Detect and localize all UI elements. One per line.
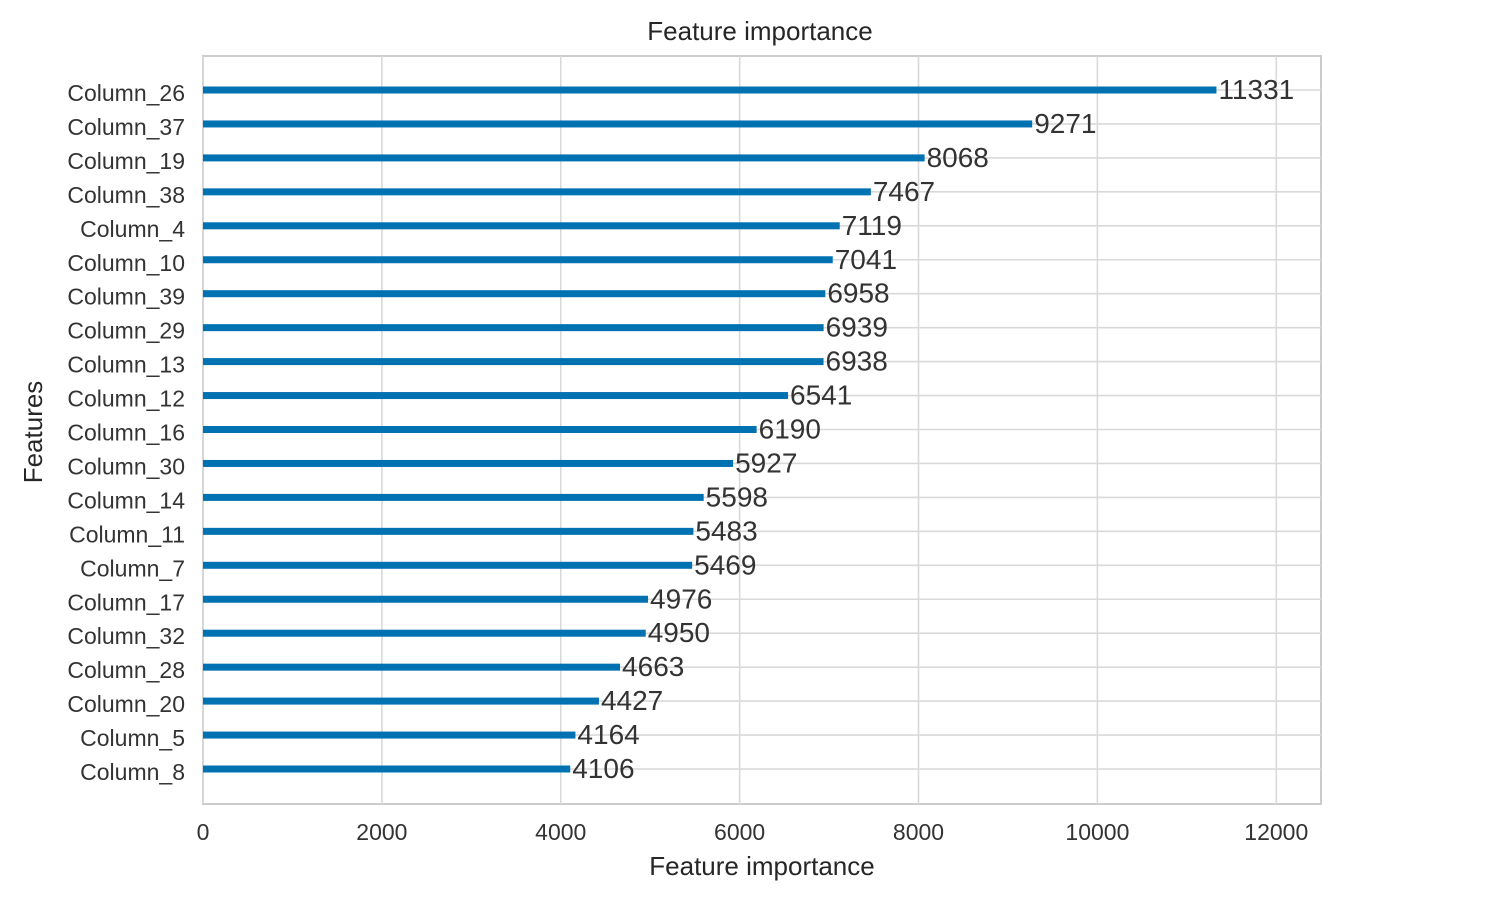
bar — [203, 697, 599, 705]
value-label: 4427 — [601, 685, 663, 716]
value-label: 6938 — [826, 346, 888, 377]
y-axis-label: Features — [18, 381, 48, 484]
value-label: 4164 — [577, 719, 639, 750]
bar — [203, 256, 833, 264]
bar — [203, 154, 925, 162]
bar — [203, 222, 840, 230]
bar — [203, 324, 824, 332]
value-label: 6541 — [790, 380, 852, 411]
value-labels: 11331 9271 8068746771197041695869396938654… — [572, 74, 1294, 784]
y-tick-label: Column_19 — [67, 148, 185, 174]
y-tick-labels: Column_26 Column_37 Column_19 Column_38 Colu… — [67, 80, 185, 785]
bar — [203, 629, 646, 637]
value-label: 7119 — [842, 210, 902, 241]
x-tick-label: 6000 — [714, 819, 765, 845]
bars — [203, 86, 1217, 773]
value-label: 9271 — [1034, 108, 1096, 139]
y-tick-label: Column_11 — [69, 521, 185, 547]
value-label: 6958 — [827, 278, 889, 309]
value-label: 5927 — [735, 447, 797, 478]
bar — [203, 188, 871, 196]
x-tick-label: 12000 — [1244, 819, 1308, 845]
bar — [203, 561, 693, 569]
y-tick-label: Column_17 — [67, 589, 185, 615]
value-label: 6190 — [759, 414, 821, 445]
y-tick-label: Column_37 — [67, 114, 185, 140]
value-label: 7041 — [835, 244, 897, 275]
value-label: 5483 — [695, 515, 757, 546]
value-label: 7467 — [873, 176, 935, 207]
y-tick-label: Column_14 — [67, 487, 185, 513]
y-tick-label: Column_32 — [67, 623, 185, 649]
value-label: 6939 — [826, 312, 888, 343]
y-tick-label: Column_26 — [67, 80, 185, 106]
chart-title: Feature importance — [647, 16, 872, 46]
bar — [203, 595, 649, 603]
y-tick-label: Column_38 — [67, 182, 185, 208]
x-tick-labels: 0 2000 4000 6000 8000 10000 12000 — [197, 819, 1309, 845]
bar — [203, 765, 571, 773]
bar — [203, 459, 734, 467]
bar — [203, 392, 789, 400]
x-tick-label: 2000 — [356, 819, 407, 845]
value-label: 4950 — [648, 617, 710, 648]
bar — [203, 120, 1033, 128]
value-label: 5469 — [694, 549, 756, 580]
y-tick-label: Column_16 — [67, 420, 185, 446]
value-label: 4663 — [622, 651, 684, 682]
y-tick-label: Column_8 — [80, 759, 185, 785]
x-tick-label: 0 — [197, 819, 210, 845]
y-tick-label: Column_4 — [80, 216, 185, 242]
y-tick-label: Column_28 — [67, 657, 185, 683]
y-tick-label: Column_12 — [67, 386, 185, 412]
bar — [203, 86, 1217, 94]
y-tick-label: Column_39 — [67, 284, 185, 310]
bar — [203, 426, 757, 433]
value-label: 11331 — [1218, 74, 1294, 105]
bar — [203, 290, 826, 298]
x-tick-label: 4000 — [535, 819, 586, 845]
value-label: 8068 — [927, 142, 989, 173]
bar — [203, 358, 824, 366]
y-tick-label: Column_13 — [67, 352, 185, 378]
bar — [203, 527, 694, 535]
y-tick-label: Column_5 — [80, 725, 185, 751]
y-tick-label: Column_20 — [67, 691, 185, 717]
value-label: 4976 — [650, 583, 712, 614]
y-tick-label: Column_29 — [67, 318, 185, 344]
x-tick-label: 10000 — [1065, 819, 1129, 845]
bar — [203, 663, 621, 671]
y-tick-label: Column_30 — [67, 453, 185, 479]
bar — [203, 493, 704, 501]
y-tick-label: Column_10 — [67, 250, 185, 276]
x-tick-label: 8000 — [893, 819, 944, 845]
value-label: 5598 — [706, 481, 768, 512]
bar — [203, 731, 576, 739]
x-axis-label: Feature importance — [649, 851, 874, 881]
value-label: 4106 — [572, 753, 634, 784]
y-tick-label: Column_7 — [80, 555, 185, 581]
